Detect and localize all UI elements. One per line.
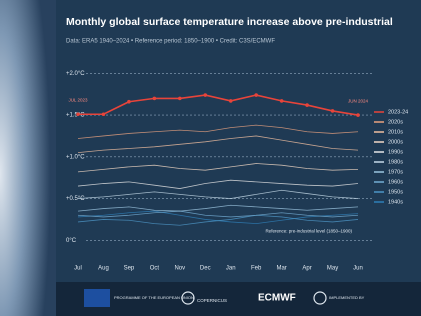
data-point [102, 112, 106, 116]
x-tick-label: Nov [174, 266, 185, 272]
x-tick-label: Aug [98, 266, 109, 272]
annotation: JUN 2024 [348, 98, 369, 103]
footer-text: IMPLEMENTED BY [329, 295, 365, 300]
x-tick-label: Dec [200, 266, 211, 272]
data-point [254, 93, 258, 97]
legend-label: 2020s [388, 119, 403, 125]
y-tick-label: +0.5°C [66, 196, 85, 202]
annotation: JUL 2023 [68, 97, 88, 102]
data-point [203, 93, 207, 97]
legend-label: 1960s [388, 179, 403, 185]
legend-label: 1990s [388, 149, 403, 155]
legend-label: 1980s [388, 159, 403, 165]
x-tick-label: Jun [353, 266, 363, 272]
eu-flag [84, 289, 110, 307]
data-point [229, 99, 233, 103]
data-point [356, 113, 360, 117]
legend-label: 1950s [388, 189, 403, 195]
legend-label: 1940s [388, 199, 403, 205]
x-tick-label: Sep [124, 266, 135, 272]
legend-label: 2023-24 [388, 109, 408, 115]
x-tick-label: Jan [226, 266, 236, 272]
y-tick-label: 0°C [66, 238, 77, 244]
screenshot: Monthly global surface temperature incre… [0, 0, 421, 316]
legend-label: 2010s [388, 129, 403, 135]
earth-image [0, 0, 56, 316]
data-point [305, 103, 309, 107]
chart-subtitle: Data: ERA5 1940–2024 • Reference period:… [66, 39, 275, 45]
x-tick-label: May [327, 266, 338, 272]
legend-label: 2000s [388, 139, 403, 145]
footer-text: ECMWF [258, 293, 296, 304]
footer-band [56, 282, 421, 316]
data-point [280, 99, 284, 103]
x-tick-label: Apr [302, 266, 311, 272]
data-point [76, 112, 80, 116]
y-tick-label: +2.0°C [66, 71, 85, 77]
legend-label: 1970s [388, 169, 403, 175]
data-point [153, 97, 157, 101]
x-tick-label: Feb [251, 266, 262, 272]
y-tick-label: +1.0°C [66, 154, 85, 160]
x-tick-label: Jul [74, 266, 82, 272]
data-point [331, 109, 335, 113]
chart-title: Monthly global surface temperature incre… [66, 16, 393, 28]
x-tick-label: Oct [150, 266, 160, 272]
x-tick-label: Mar [276, 266, 286, 272]
data-point [127, 100, 131, 104]
footer-text: COPERNICUS [197, 298, 227, 303]
annotation: Reference: pre-industrial level (1850–19… [265, 228, 352, 233]
data-point [178, 97, 182, 101]
